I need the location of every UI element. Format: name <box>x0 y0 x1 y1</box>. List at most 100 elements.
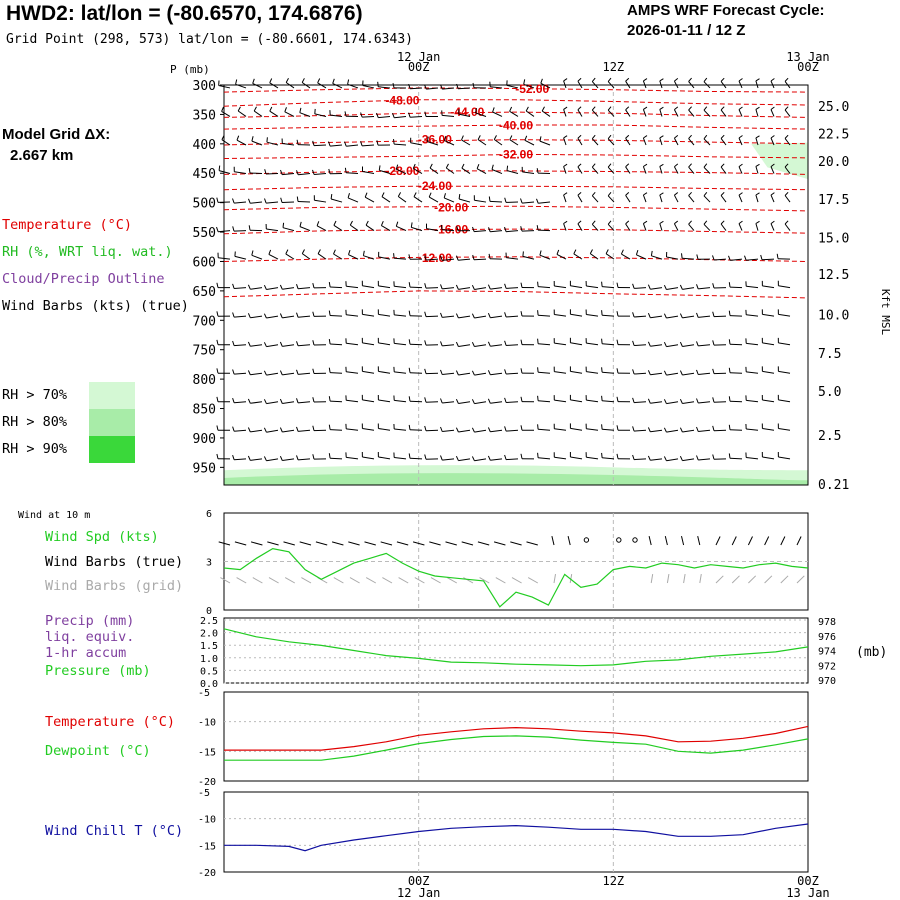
wind-barb <box>365 224 375 232</box>
wind-barb <box>522 255 535 260</box>
wind-barb <box>317 82 327 89</box>
wind-barb <box>362 115 375 118</box>
wind-barb-flag <box>328 168 331 174</box>
wind-barb-flag <box>784 77 789 82</box>
wind-barb-flag <box>616 453 619 459</box>
wind-barb <box>266 315 279 319</box>
wind-barb <box>330 114 343 117</box>
wind-barb-flag <box>424 84 427 90</box>
wind-barb-flag <box>616 425 619 431</box>
surface-barb-true <box>731 536 737 546</box>
wind-barb-flag <box>410 222 413 228</box>
wind-barb-flag <box>647 313 651 318</box>
wind-barb-flag <box>381 192 385 197</box>
wind-barb-flag <box>216 339 219 345</box>
isotherm-label-9: -16.00 <box>434 223 468 237</box>
wind-barb <box>362 428 375 431</box>
wind-barb-flag <box>509 106 513 112</box>
wind-barb <box>269 82 279 89</box>
wind-barb-flag <box>301 249 305 254</box>
wind-barb-flag <box>328 453 331 459</box>
surface-barb-true <box>461 541 474 546</box>
wind-barb <box>218 170 231 175</box>
wind-barb <box>474 199 487 203</box>
wind-barb-flag <box>263 399 267 404</box>
pressure-tick-550: 550 <box>193 226 216 241</box>
wind-barb <box>494 139 503 146</box>
wind-barb-flag <box>424 368 427 374</box>
precip-ytick-4: 0.5 <box>200 666 218 677</box>
wind-barb <box>346 428 359 431</box>
wind-barb <box>266 429 279 433</box>
temp-ytick--10: -10 <box>198 718 216 729</box>
height-tick-5.0: 5.0 <box>818 385 841 400</box>
wind-barb <box>625 195 631 203</box>
wind-barb <box>642 137 647 146</box>
wind-barb <box>554 399 567 403</box>
wind-barb-flag <box>625 220 630 225</box>
surface-barb-grid <box>511 577 522 584</box>
wind-barb <box>474 230 487 233</box>
wind-barb <box>474 344 487 347</box>
wind-barb <box>409 372 423 374</box>
wind-barb <box>381 196 391 203</box>
wind-barb-flag <box>679 427 683 433</box>
height-tick-22.5: 22.5 <box>818 127 849 142</box>
wind-barb <box>409 457 423 460</box>
bottom-date-tick-2: 13 Jan <box>786 886 829 900</box>
wind-barb <box>490 429 503 433</box>
isotherm-line-7 <box>223 185 809 191</box>
wind-barb <box>729 343 743 346</box>
wind-barb <box>233 230 247 232</box>
wind-barb-flag <box>607 106 612 111</box>
legend-precip: Precip (mm) <box>45 613 135 629</box>
wind-barb <box>698 458 711 461</box>
wind-barb-flag <box>232 397 235 403</box>
wind-barb-flag <box>475 107 477 114</box>
wind-barb-flag <box>477 135 481 140</box>
wind-barb <box>490 86 503 89</box>
wind-barb-flag <box>647 427 651 432</box>
wind-barb-flag <box>563 135 568 139</box>
wind-barb <box>314 113 327 117</box>
wind-barb-flag <box>536 225 539 231</box>
wind-barb <box>762 342 775 346</box>
calm-circle-true <box>583 537 590 543</box>
wind-barb-flag <box>296 398 299 404</box>
wind-barb-flag <box>632 283 635 289</box>
wind-barb <box>442 229 455 232</box>
wind-barb-flag <box>537 367 539 373</box>
wind-barb <box>282 173 295 176</box>
wind-barb-flag <box>755 78 760 82</box>
wind-barb-flag <box>328 310 331 316</box>
wind-barb <box>346 342 359 346</box>
wind-barb-flag <box>444 135 447 141</box>
surface-barb-grid <box>553 574 556 584</box>
wind-barb <box>442 429 455 432</box>
wind-barb-flag <box>279 370 283 376</box>
wind-barb <box>666 429 679 433</box>
wind-barb <box>362 370 375 374</box>
wind-barb-flag <box>279 284 283 290</box>
wind-barb-flag <box>643 192 648 196</box>
wind-barb <box>554 314 567 317</box>
wind-barb-flag <box>663 341 667 347</box>
wind-barb-flag <box>607 191 612 197</box>
wind-barb-flag <box>392 82 395 89</box>
wind-barb <box>522 201 535 204</box>
wind-barb-flag <box>541 106 545 112</box>
wind-barb-flag <box>632 369 635 375</box>
wind-barb-flag <box>679 398 683 404</box>
wind-barb <box>506 230 519 233</box>
wind-barb-flag <box>279 398 283 404</box>
wind-barb-flag <box>408 453 411 459</box>
rh70-swatch <box>89 382 135 409</box>
wind-barb-flag <box>728 367 731 373</box>
wind-barb-flag <box>487 398 491 404</box>
wind-barb-flag <box>492 107 495 113</box>
wind-barb <box>698 315 711 318</box>
wind-barb-flag <box>520 453 523 459</box>
wind-barb-flag <box>522 251 524 257</box>
wind-barb-flag <box>296 341 299 346</box>
wind-barb-flag <box>504 226 507 232</box>
